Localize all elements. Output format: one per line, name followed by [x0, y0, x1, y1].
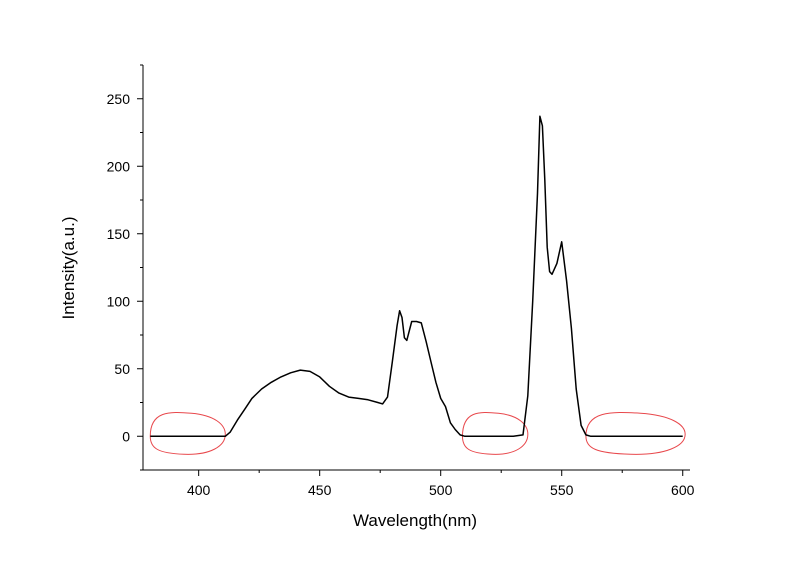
series-layer: [150, 115, 683, 438]
x-tick-label: 550: [550, 482, 574, 498]
tick-marks: [137, 64, 684, 476]
x-tick-label: 600: [671, 482, 695, 498]
x-axis-title: Wavelength(nm): [353, 511, 477, 530]
x-tick-label: 400: [187, 482, 211, 498]
y-axis-title: Intensity(a.u.): [59, 217, 78, 320]
tick-labels: 400 450 500 550 600 0 50 100 150 200 250: [107, 91, 695, 498]
y-tick-label: 150: [107, 226, 131, 242]
x-tick-label: 450: [308, 482, 332, 498]
x-tick-label: 500: [429, 482, 453, 498]
axes: [142, 65, 690, 471]
y-tick-label: 200: [107, 158, 131, 174]
y-tick-label: 250: [107, 91, 131, 107]
red-annotation-loop-2: [461, 411, 529, 455]
red-annotation-loop-1: [149, 411, 226, 455]
red-annotation-loops: [149, 411, 686, 455]
y-tick-label: 0: [122, 428, 130, 444]
y-tick-label: 50: [114, 361, 130, 377]
red-annotation-loop-3: [585, 411, 686, 455]
y-tick-label: 100: [107, 293, 131, 309]
series-line-1: [150, 115, 683, 438]
